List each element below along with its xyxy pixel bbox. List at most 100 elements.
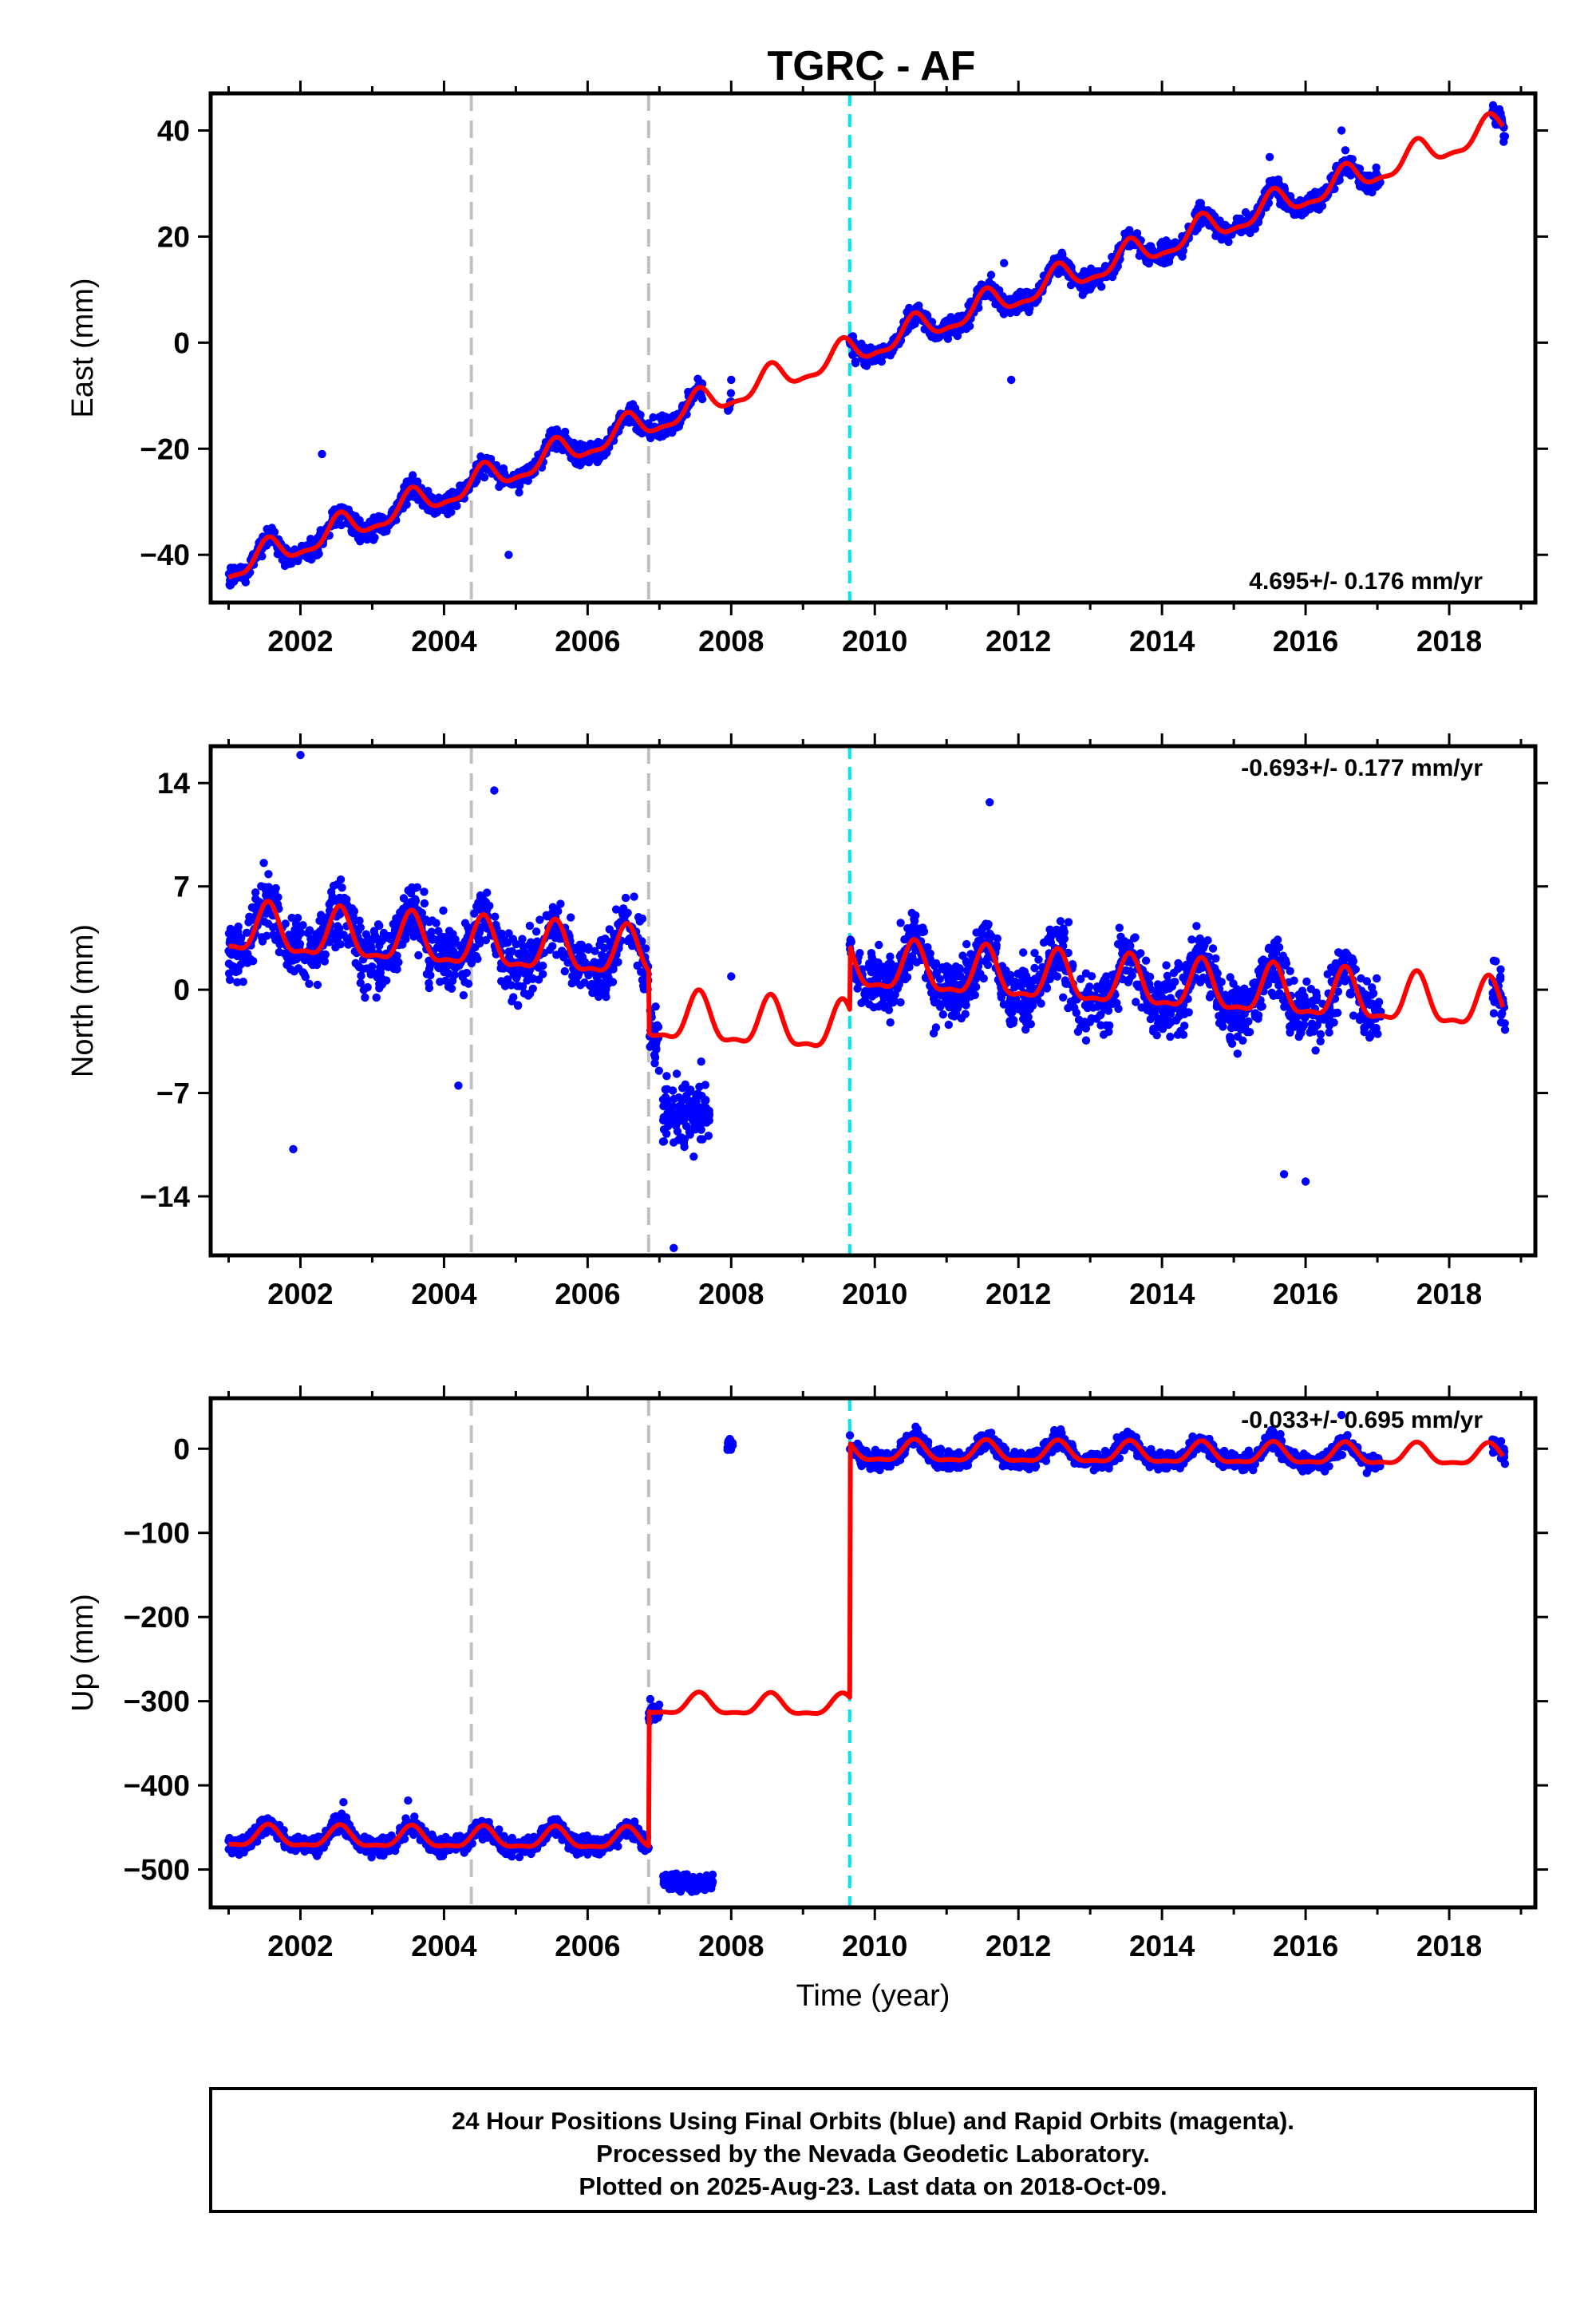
data-point (337, 520, 346, 530)
x-tick-label: 2016 (1273, 625, 1338, 658)
data-point (1025, 304, 1034, 313)
x-tick-label: 2012 (986, 1278, 1051, 1310)
data-point (567, 913, 575, 922)
data-point (1022, 1009, 1032, 1018)
data-point (231, 967, 240, 977)
data-point (1296, 1028, 1305, 1037)
data-point (280, 949, 289, 958)
data-point (962, 957, 971, 966)
data-point (1334, 948, 1343, 957)
data-point (871, 990, 880, 998)
data-point (1306, 999, 1314, 1008)
data-point (944, 1020, 954, 1030)
data-point (1030, 963, 1039, 973)
data-point (224, 969, 234, 978)
data-point (978, 931, 987, 939)
y-tick-label: −40 (140, 539, 190, 571)
data-point (584, 943, 593, 952)
data-point (1114, 1004, 1123, 1014)
data-point (357, 971, 365, 980)
observation-points (224, 750, 1510, 1253)
data-point (1093, 1002, 1102, 1011)
north-panel: 2002 2004 2006 2008 2010 2012 2014 2016 2018−14−… (66, 733, 1548, 1310)
data-point (356, 978, 365, 987)
data-point (420, 887, 429, 896)
data-point (428, 935, 437, 944)
data-point (1314, 205, 1324, 214)
data-point (315, 916, 324, 926)
data-point (911, 926, 920, 935)
data-point (226, 924, 235, 934)
data-point (472, 951, 480, 961)
data-point (1013, 1003, 1021, 1013)
data-point (361, 993, 369, 1002)
y-tick-label: −7 (156, 1077, 190, 1110)
data-point (679, 1117, 688, 1125)
data-point (370, 533, 379, 542)
data-point (1226, 1034, 1235, 1043)
data-point (659, 1137, 669, 1146)
data-point (366, 937, 375, 947)
data-point (318, 449, 326, 459)
data-point (508, 935, 518, 943)
x-tick-label: 2012 (986, 625, 1051, 658)
data-point (1316, 1037, 1325, 1046)
x-tick-label: 2002 (267, 1278, 333, 1310)
data-point (886, 952, 895, 961)
data-point (385, 931, 393, 941)
data-point (1233, 1049, 1242, 1058)
data-point (650, 1053, 660, 1062)
data-point (669, 1086, 678, 1095)
data-point (355, 916, 364, 925)
data-point (1030, 948, 1039, 958)
data-point (1241, 207, 1250, 217)
data-point (548, 942, 557, 951)
data-point (1099, 1030, 1108, 1039)
data-point (1025, 976, 1035, 985)
data-point (1179, 1010, 1189, 1019)
data-point (851, 358, 860, 368)
data-point (444, 927, 454, 935)
data-point (1265, 152, 1274, 161)
data-point (262, 891, 271, 899)
data-point (283, 960, 292, 969)
data-point (877, 1000, 886, 1009)
data-point (1498, 1009, 1507, 1018)
data-point (539, 970, 547, 978)
data-point (1337, 126, 1346, 135)
data-point (570, 438, 579, 448)
data-point (1495, 105, 1504, 114)
data-point (1092, 982, 1102, 991)
data-point (243, 951, 252, 959)
data-point (407, 883, 417, 892)
data-point (997, 993, 1006, 1002)
data-point (1306, 985, 1316, 994)
data-point (887, 959, 895, 968)
data-point (1141, 956, 1151, 965)
data-point (1500, 132, 1509, 141)
data-point (680, 1142, 689, 1152)
data-point (1166, 1010, 1175, 1018)
data-point (701, 1096, 710, 1105)
data-point (1046, 930, 1056, 939)
x-tick-label: 2018 (1416, 625, 1482, 658)
data-point (1173, 1030, 1183, 1039)
data-point (531, 927, 541, 936)
data-point (957, 1014, 966, 1023)
data-point (1037, 999, 1045, 1008)
data-point (666, 1104, 674, 1113)
data-point (697, 1057, 705, 1066)
data-point (611, 905, 621, 914)
data-point (659, 1125, 669, 1134)
data-point (250, 903, 259, 913)
data-point (363, 982, 372, 992)
data-point (846, 935, 855, 944)
data-point (662, 1072, 671, 1081)
data-point (1171, 978, 1179, 986)
data-point (940, 318, 950, 326)
data-point (1078, 290, 1087, 299)
data-point (420, 899, 429, 908)
data-point (1311, 1046, 1320, 1055)
data-point (866, 343, 875, 352)
